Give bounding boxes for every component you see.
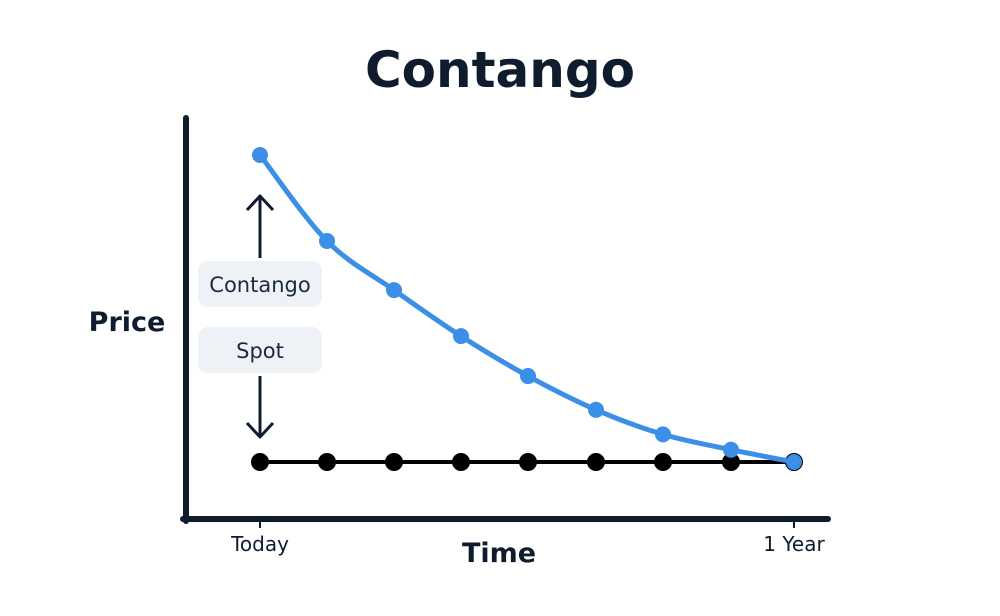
- spot-point-2: [385, 453, 403, 471]
- spot-point-4: [519, 453, 537, 471]
- futures-point-1: [319, 232, 335, 249]
- spot-annotation-label: Spot: [236, 339, 284, 363]
- y-axis-label: Price: [89, 307, 166, 338]
- futures-point-2: [386, 282, 402, 299]
- futures-curve-line: [257, 152, 797, 465]
- futures-point-6: [655, 426, 671, 443]
- x-tick-label-today: Today: [230, 532, 289, 556]
- x-axis-label: Time: [462, 538, 536, 569]
- contango-annotation-box: Contango: [198, 261, 322, 307]
- x-tick-label-1-year: 1 Year: [763, 532, 825, 556]
- spot-point-6: [654, 453, 672, 471]
- futures-point-3: [453, 328, 469, 345]
- futures-point-7: [723, 441, 739, 458]
- spot-point-7: [722, 453, 740, 471]
- spot-point-3: [452, 453, 470, 471]
- futures-point-0: [252, 147, 268, 163]
- spot-point-5: [587, 453, 605, 471]
- futures-price-series: [252, 147, 802, 470]
- futures-point-8: [786, 454, 802, 470]
- chart-title: Contango: [365, 41, 635, 99]
- futures-point-5: [588, 401, 604, 418]
- contango-annotation-label: Contango: [209, 273, 310, 297]
- spot-price-series: [251, 453, 803, 471]
- futures-point-4: [520, 368, 536, 385]
- up-arrow-icon: [245, 194, 275, 258]
- spot-annotation-box: Spot: [198, 327, 322, 373]
- spot-point-1: [318, 453, 336, 471]
- spot-point-0: [251, 453, 269, 471]
- series-layer: [251, 147, 803, 471]
- down-arrow-icon: [245, 376, 275, 439]
